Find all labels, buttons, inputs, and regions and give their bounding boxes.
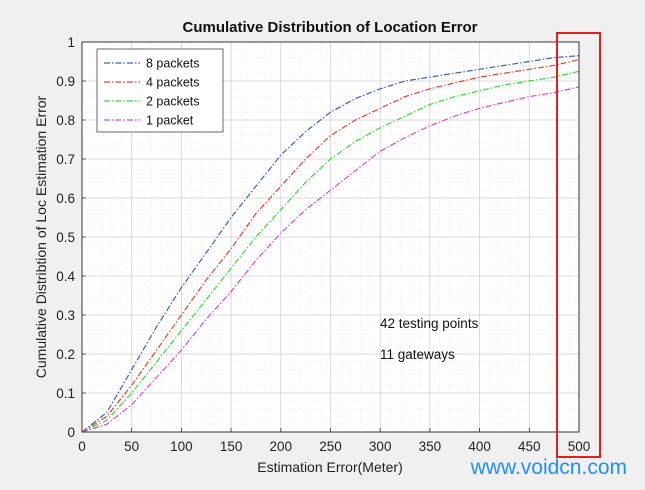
y-tick-label: 0.4: [56, 269, 75, 284]
x-tick-label: 100: [170, 439, 193, 454]
annotation-testing-points: 42 testing points: [380, 316, 479, 331]
y-ticks: 0 0.1 0.2 0.3 0.4 0.5 0.6 0.7 0.8 0.9 1: [56, 35, 86, 440]
y-tick-label: 0.9: [56, 74, 75, 89]
series-line-2: [81, 59, 580, 433]
series-line-3: [81, 70, 580, 433]
series-line-4: [81, 86, 580, 433]
x-tick-label: 350: [419, 439, 442, 454]
legend-label-1: 8 packets: [146, 57, 200, 71]
series-line-1: [81, 55, 580, 433]
y-tick-label: 1: [67, 35, 75, 50]
highlight-rectangle: [556, 32, 601, 458]
x-axis-label: Estimation Error(Meter): [257, 459, 402, 475]
x-tick-label: 200: [270, 439, 293, 454]
y-tick-label: 0.5: [56, 230, 75, 245]
y-tick-label: 0.2: [56, 347, 75, 362]
chart-title: Cumulative Distribution of Location Erro…: [182, 19, 477, 36]
x-tick-label: 450: [518, 439, 541, 454]
y-tick-label: 0.6: [56, 191, 75, 206]
x-tick-label: 150: [220, 439, 243, 454]
series-layer: [81, 55, 580, 433]
legend-label-3: 2 packets: [146, 95, 200, 109]
legend-label-2: 4 packets: [146, 76, 200, 90]
annotation-gateways: 11 gateways: [380, 347, 455, 362]
legend-label-4: 1 packet: [146, 114, 194, 128]
legend-items: 8 packets 4 packets 2 packets 1 packet: [104, 57, 200, 128]
x-ticks: 0 50 100 150 200 250 300 350 400 450 500: [78, 428, 590, 454]
watermark: www.voidcn.com: [470, 456, 627, 479]
legend: 8 packets 4 packets 2 packets 1 packet: [96, 48, 224, 133]
y-tick-label: 0.1: [56, 386, 75, 401]
x-tick-label: 500: [568, 439, 591, 454]
y-tick-label: 0.8: [56, 113, 75, 128]
x-tick-label: 300: [369, 439, 392, 454]
x-tick-label: 0: [78, 439, 86, 454]
y-tick-label: 0.7: [56, 152, 75, 167]
legend-box: [96, 48, 224, 133]
y-tick-label: 0.3: [56, 308, 75, 323]
x-tick-label: 400: [468, 439, 491, 454]
y-axis-label: Cumulative Distribtion of Loc Estimation…: [33, 95, 49, 378]
y-tick-label: 0: [67, 425, 75, 440]
x-tick-label: 50: [124, 439, 139, 454]
x-tick-label: 250: [319, 439, 342, 454]
